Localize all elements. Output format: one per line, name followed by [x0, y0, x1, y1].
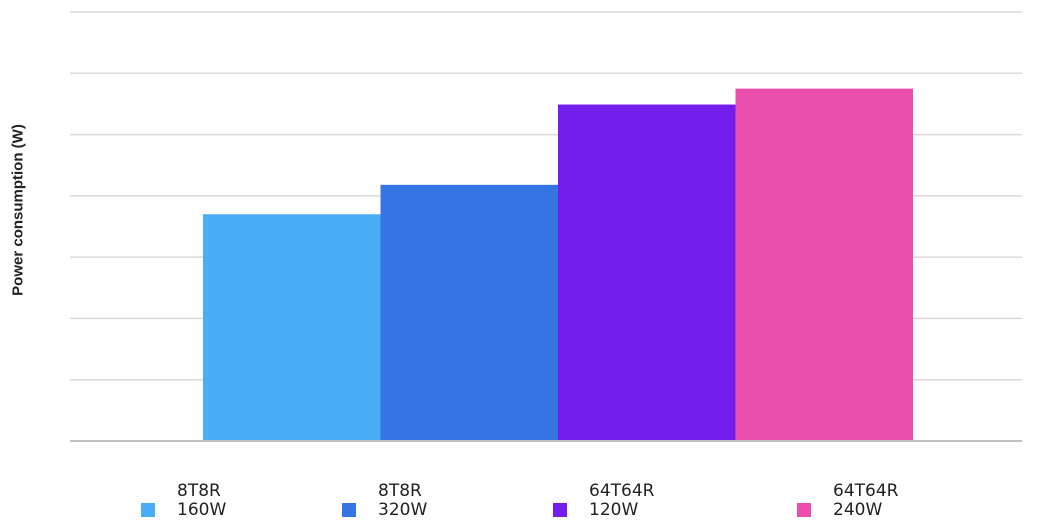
- bar-64t64r-240w: [735, 88, 913, 441]
- legend-label: 8T8R 320W: [378, 482, 427, 520]
- legend-label-line1: 64T64R: [833, 481, 899, 501]
- bar-8t8r-160w: [203, 214, 381, 441]
- bars: [203, 88, 913, 441]
- legend-label: 8T8R 160W: [177, 482, 226, 520]
- y-axis-label: Power consumption (W): [9, 124, 27, 296]
- legend-label-line2: 120W: [589, 500, 639, 520]
- legend-swatch: [342, 503, 356, 517]
- legend-swatch: [797, 503, 811, 517]
- legend: 8T8R 160W 8T8R 320W 64T64R 120W 64T64R 2…: [0, 482, 1038, 527]
- legend-swatch: [553, 503, 567, 517]
- legend-label: 64T64R 120W: [589, 482, 654, 520]
- legend-label-line1: 8T8R: [378, 481, 422, 501]
- legend-label-line2: 160W: [177, 500, 227, 520]
- bar-64t64r-120w: [558, 104, 736, 441]
- legend-swatch: [141, 503, 155, 517]
- legend-item-8t8r-160w: 8T8R 160W: [141, 482, 226, 520]
- legend-item-64t64r-120w: 64T64R 120W: [553, 482, 654, 520]
- legend-label-line1: 8T8R: [177, 481, 221, 501]
- bar-8t8r-320w: [380, 184, 558, 441]
- legend-label-line1: 64T64R: [589, 481, 655, 501]
- legend-label: 64T64R 240W: [833, 482, 898, 520]
- legend-label-line2: 320W: [378, 500, 428, 520]
- legend-item-64t64r-240w: 64T64R 240W: [797, 482, 898, 520]
- legend-label-line2: 240W: [833, 500, 883, 520]
- legend-item-8t8r-320w: 8T8R 320W: [342, 482, 427, 520]
- bar-chart: [70, 11, 1022, 442]
